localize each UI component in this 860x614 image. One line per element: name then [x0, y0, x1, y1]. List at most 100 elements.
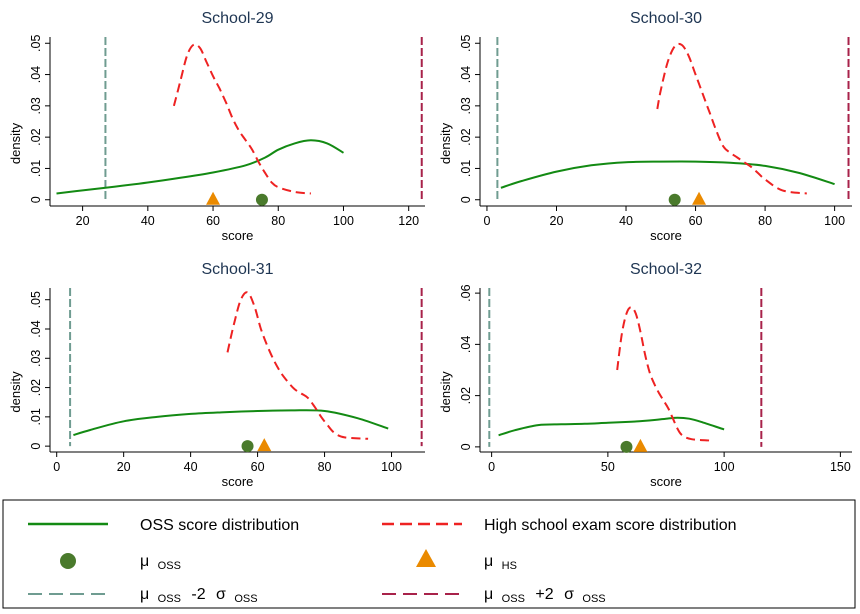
mu-hs-marker	[633, 438, 648, 452]
x-tick-label: 20	[550, 214, 564, 228]
y-tick-label: .01	[459, 160, 473, 177]
x-tick-label: 60	[689, 214, 703, 228]
y-tick-label: 0	[459, 443, 473, 450]
legend-plus2sd-label: μ OSS +2 σ OSS	[484, 586, 606, 606]
legend-box	[2, 499, 856, 609]
mu-hs-marker	[206, 191, 221, 205]
x-axis-label: score	[222, 228, 254, 243]
oss-density-line	[500, 160, 835, 189]
legend-minus2sd-label: μ OSS -2 σ OSS	[140, 586, 258, 606]
hs-density-line	[656, 42, 807, 195]
y-tick-label: .02	[29, 379, 43, 396]
x-tick-label: 100	[333, 214, 354, 228]
legend-mu-hs-sub: HS	[502, 560, 517, 572]
oss-density-line	[498, 416, 725, 437]
x-axis-label: score	[650, 228, 682, 243]
chart-panels: School-29 20 40 60 80 100 120 0 .01 .02 .03 .04 .05 s…	[8, 10, 852, 489]
y-tick-label: .02	[459, 387, 473, 404]
y-tick-label: .03	[29, 350, 43, 367]
mu-hs-marker	[257, 438, 272, 452]
panel-title: School-31	[201, 261, 273, 278]
mu-oss-marker	[255, 193, 268, 206]
x-tick-label: 0	[53, 460, 60, 474]
legend-mu-symbol: μ	[140, 553, 149, 570]
legend: OSS score distribution High school exam …	[2, 499, 856, 609]
y-tick-label: .04	[29, 66, 43, 83]
legend-oss-sub-2: OSS	[158, 593, 181, 605]
panel-title: School-29	[201, 10, 273, 27]
x-tick-label: 80	[758, 214, 772, 228]
x-tick-label: 80	[318, 460, 332, 474]
legend-mu-symbol-hs: μ	[484, 553, 493, 570]
panel-school-29: School-29 20 40 60 80 100 120 0 .01 .02 .03 .04 .05 s…	[8, 10, 425, 243]
y-tick-label: .01	[29, 160, 43, 177]
legend-oss-sub-4: OSS	[502, 593, 525, 605]
x-axis-label: score	[222, 474, 254, 489]
y-tick-label: .02	[29, 128, 43, 145]
y-tick-label: .04	[29, 320, 43, 337]
x-tick-label: 0	[483, 214, 490, 228]
x-tick-label: 120	[398, 214, 419, 228]
y-tick-label: .03	[459, 97, 473, 114]
y-tick-label: .06	[459, 284, 473, 301]
panel-school-32: School-32 0 50 100 150 0 .02 .04 .06 score density	[438, 261, 852, 489]
panel-title: School-32	[630, 261, 702, 278]
x-tick-label: 100	[381, 460, 402, 474]
oss-density-line	[73, 409, 389, 436]
legend-mu-symbol-3: μ	[484, 586, 493, 603]
y-tick-label: .05	[29, 35, 43, 52]
y-tick-label: 0	[29, 443, 43, 450]
hs-density-line	[616, 306, 711, 442]
x-tick-label: 150	[830, 460, 851, 474]
y-tick-label: .05	[29, 291, 43, 308]
legend-mu-oss-label: μ OSS	[140, 553, 181, 572]
x-tick-label: 20	[76, 214, 90, 228]
x-tick-label: 50	[601, 460, 615, 474]
legend-plus-text: +2	[535, 586, 553, 603]
y-axis-label: density	[438, 122, 453, 164]
y-tick-label: 0	[29, 196, 43, 203]
legend-minus-text: -2	[191, 586, 205, 603]
y-tick-label: .04	[459, 66, 473, 83]
y-axis-label: density	[8, 371, 23, 413]
mu-oss-marker	[668, 193, 681, 206]
x-tick-label: 20	[117, 460, 131, 474]
mu-oss-marker	[620, 440, 633, 453]
legend-hs-label: High school exam score distribution	[484, 517, 737, 534]
x-tick-label: 60	[206, 214, 220, 228]
legend-oss-sub-5: OSS	[582, 593, 605, 605]
legend-mu-oss-sub: OSS	[158, 560, 181, 572]
mu-oss-marker	[241, 440, 254, 453]
x-tick-label: 40	[184, 460, 198, 474]
y-tick-label: .04	[459, 336, 473, 353]
panel-school-31: School-31 0 20 40 60 80 100 0 .01 .02 .03 .04 .05 sco…	[8, 261, 425, 489]
legend-mu-hs-marker	[416, 549, 436, 567]
legend-sigma-symbol: σ	[216, 586, 226, 603]
x-axis-label: score	[650, 474, 682, 489]
legend-mu-oss-marker	[60, 553, 76, 569]
legend-oss-sub-3: OSS	[234, 593, 257, 605]
oss-density-line	[56, 139, 345, 195]
panel-school-30: School-30 0 20 40 60 80 100 0 .01 .02 .03 .04 .05 sco…	[438, 10, 852, 243]
x-tick-label: 60	[251, 460, 265, 474]
x-tick-label: 100	[714, 460, 735, 474]
y-axis-label: density	[8, 122, 23, 164]
x-tick-label: 80	[271, 214, 285, 228]
legend-mu-symbol-2: μ	[140, 586, 149, 603]
y-tick-label: .03	[29, 97, 43, 114]
x-tick-label: 0	[488, 460, 495, 474]
x-tick-label: 100	[824, 214, 845, 228]
hs-density-line	[172, 43, 312, 195]
x-tick-label: 40	[141, 214, 155, 228]
hs-density-line	[226, 291, 369, 440]
x-tick-label: 40	[619, 214, 633, 228]
y-tick-label: .01	[29, 408, 43, 425]
y-tick-label: .05	[459, 35, 473, 52]
y-tick-label: .02	[459, 128, 473, 145]
legend-sigma-symbol-2: σ	[564, 586, 574, 603]
panel-title: School-30	[630, 10, 702, 27]
y-tick-label: 0	[459, 196, 473, 203]
legend-mu-hs-label: μ HS	[484, 553, 517, 572]
y-axis-label: density	[438, 371, 453, 413]
